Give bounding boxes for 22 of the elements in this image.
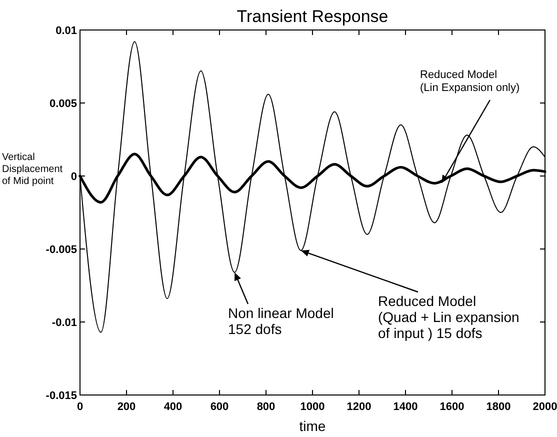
x-tick-label: 1000 xyxy=(300,401,325,413)
y-tick-label: 0.01 xyxy=(56,25,77,37)
x-axis-title: time xyxy=(299,418,326,434)
x-tick-label: 200 xyxy=(117,401,136,413)
annotation: Reduced Model (Lin Expansion only) xyxy=(420,69,520,94)
x-tick-label: 2000 xyxy=(532,401,557,413)
annotation: Non linear Model 152 dofs xyxy=(228,305,334,337)
x-tick-label: 1600 xyxy=(440,401,464,413)
x-tick-label: 1200 xyxy=(346,401,372,413)
y-tick-label: -0.01 xyxy=(52,317,77,329)
x-tick-label: 1400 xyxy=(393,401,418,413)
x-tick-label: 400 xyxy=(164,401,182,413)
x-tick-label: 600 xyxy=(210,401,229,413)
annotation: Reduced Model (Quad + Lin expansion of input ) 15 dofs xyxy=(378,293,520,341)
chart-title: Transient Response xyxy=(236,7,388,26)
y-tick-label: 0 xyxy=(70,171,77,183)
x-tick-label: 1800 xyxy=(486,401,511,413)
y-axis-title: Vertical Displacement of Mid point xyxy=(2,152,63,187)
y-tick-label: -0.015 xyxy=(46,390,77,402)
y-tick-label: -0.005 xyxy=(46,244,77,256)
x-tick-label: 800 xyxy=(256,401,276,413)
y-tick-label: 0.005 xyxy=(49,98,77,110)
